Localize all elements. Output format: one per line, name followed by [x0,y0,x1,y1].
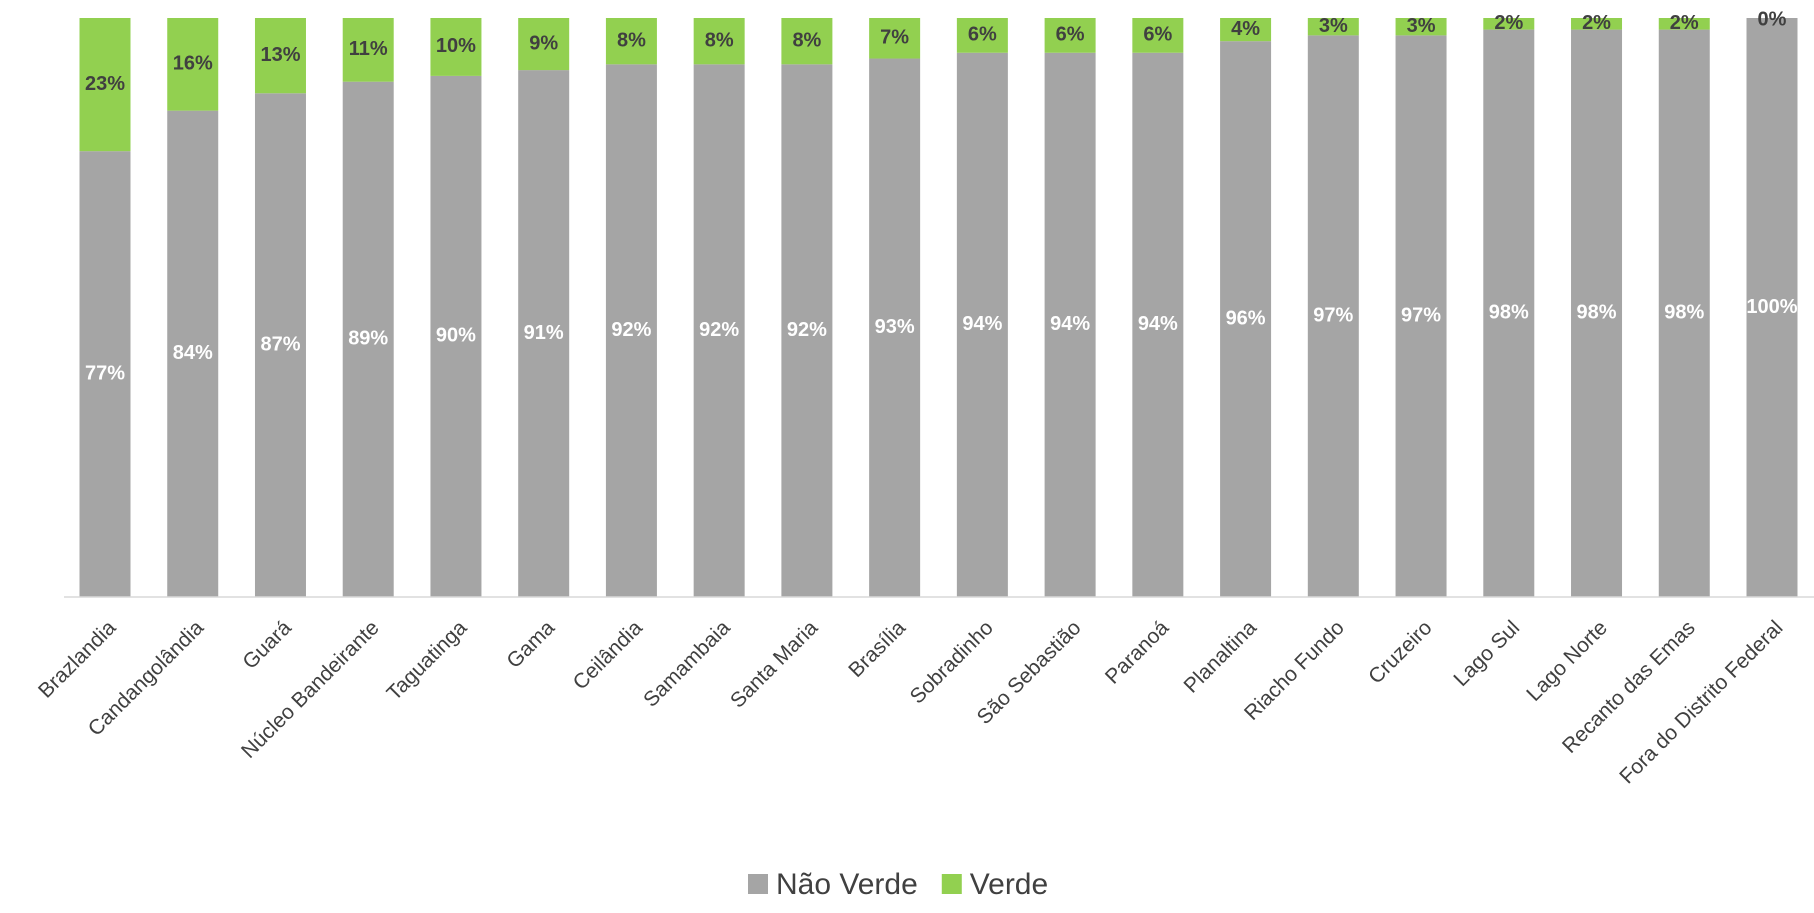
x-tick-label: Brasília [844,616,910,682]
x-tick-label: Brazlandia [34,616,121,703]
data-label: 2% [1582,12,1611,34]
bar-segment [1483,18,1535,30]
bar-segment [518,70,570,598]
bar-segment [693,64,745,597]
data-label: 8% [792,29,821,51]
x-tick-label: Guará [238,616,296,674]
data-label: 3% [1407,15,1436,37]
bar-segment [693,18,745,65]
bar-segment [1132,52,1184,598]
data-label: 7% [880,27,909,49]
data-label: 97% [1313,304,1353,326]
data-label: 98% [1489,302,1529,324]
legend-label: Verde [970,868,1048,901]
x-tick-label: Samambaia [639,616,735,712]
bar-segment [1658,29,1710,597]
data-label: 98% [1664,302,1704,324]
data-label: 6% [1056,24,1085,46]
bar-segment [1571,29,1623,597]
data-label: 94% [1050,313,1090,335]
bar-segment [956,52,1008,598]
x-tick-label: Lago Norte [1522,616,1612,706]
data-label: 100% [1746,296,1797,318]
bar-segment [1044,52,1096,598]
bar-segment [167,110,219,597]
bar-segment [1307,35,1359,598]
bar-segment [1746,18,1798,597]
data-label: 10% [436,35,476,57]
data-label: 94% [1138,313,1178,335]
data-label: 8% [705,29,734,51]
bar-segment [167,18,219,111]
bar-segment [1220,41,1272,598]
x-tick-label: Fora do Distrito Federal [1615,616,1787,788]
bar-segment [605,18,657,65]
bar-segment [254,18,306,94]
data-label: 23% [85,73,125,95]
legend-swatch [941,874,962,894]
x-tick-label: Paranoá [1101,616,1174,689]
bar-segment [869,58,921,597]
x-tick-label: Sobradinho [906,616,998,708]
bar-segment [956,18,1008,53]
bar-segment [254,93,306,598]
data-label: 2% [1494,12,1523,34]
x-tick-label: Cruzeiro [1364,616,1436,688]
bar-segment [430,18,482,76]
bar-segment [1132,18,1184,53]
data-label: 0% [1758,8,1787,30]
data-label: 97% [1401,304,1441,326]
bar-segment [1307,18,1359,36]
data-label: 13% [260,44,300,66]
data-label: 93% [875,316,915,338]
data-label: 4% [1231,18,1260,40]
data-label: 3% [1319,15,1348,37]
data-label: 9% [529,32,558,54]
data-label: 2% [1670,12,1699,34]
bar-segment [1395,18,1447,36]
data-label: 16% [173,53,213,75]
bar-segment [430,75,482,597]
bar-segment [79,151,131,598]
data-label: 87% [260,333,300,355]
x-tick-label: Lago Sul [1449,616,1524,691]
data-label: 91% [524,322,564,344]
data-label: 94% [962,313,1002,335]
bar-segment [518,18,570,71]
legend-label: Não Verde [776,868,918,901]
legend-swatch [748,874,768,894]
data-label: 8% [617,29,646,51]
x-tick-label: Taguatinga [382,616,471,705]
x-tick-label: Santa Maria [726,616,823,713]
bar-segment [1571,18,1623,30]
bar-segment [342,18,394,82]
data-label: 6% [1143,24,1172,46]
data-label: 96% [1226,307,1266,329]
data-label: 92% [787,319,827,341]
x-tick-label: Gama [502,616,559,673]
data-label: 92% [699,319,739,341]
data-label: 11% [349,38,388,60]
x-tick-label: Ceilândia [569,616,647,694]
bar-segment [1658,18,1710,30]
data-label: 90% [436,325,476,347]
data-label: 84% [173,342,213,364]
bar-segment [1483,29,1535,597]
bar-segment [781,18,833,65]
data-label: 89% [348,328,388,350]
bar-segment [869,18,921,59]
data-label: 6% [968,24,997,46]
bar-segment [781,64,833,597]
bar-segment [79,18,131,152]
bar-segment [1220,18,1272,42]
bar-segment [342,81,394,597]
bar-segment [605,64,657,597]
bar-segment [1395,35,1447,598]
x-tick-label: Planaltina [1180,616,1262,698]
bar-segment [1044,18,1096,53]
data-label: 98% [1577,302,1617,324]
data-label: 77% [85,362,125,384]
data-label: 92% [611,319,651,341]
